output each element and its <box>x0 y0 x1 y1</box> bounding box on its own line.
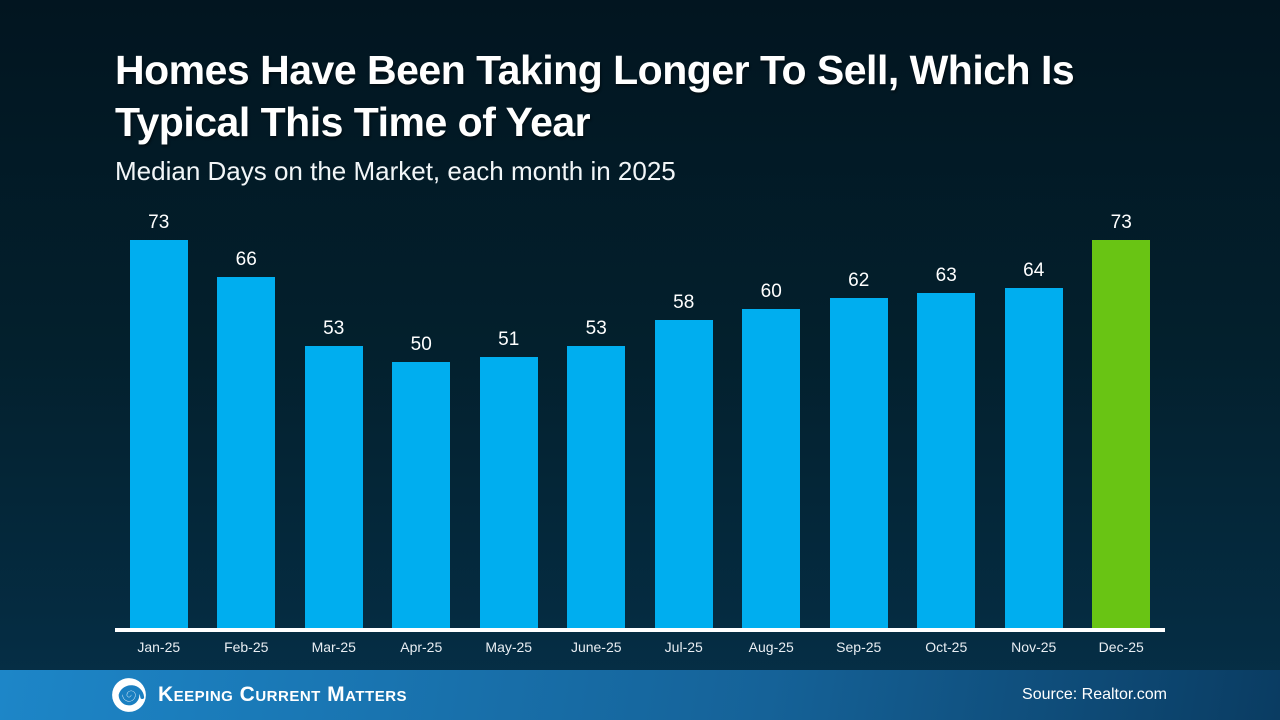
bar-column: 64 <box>990 260 1078 628</box>
x-axis-label: Jul-25 <box>664 639 703 655</box>
bar-chart: 73 66 53 50 51 53 58 60 62 63 64 73 <box>115 198 1165 628</box>
x-axis-line <box>115 628 1165 632</box>
bar <box>217 277 276 628</box>
bar <box>567 346 626 628</box>
bar-column: 53 <box>553 318 641 628</box>
x-axis-label: Dec-25 <box>1098 639 1144 655</box>
slide-subtitle: Median Days on the Market, each month in… <box>115 156 676 186</box>
bar-value-label: 58 <box>673 292 695 313</box>
bar-value-label: 64 <box>1023 260 1045 281</box>
bar-column: 53 <box>290 318 378 628</box>
bar-value-label: 53 <box>323 318 345 339</box>
bar-value-label: 51 <box>498 329 520 350</box>
x-axis-label: Feb-25 <box>224 639 269 655</box>
bar-value-label: 63 <box>935 265 957 286</box>
title-line-1: Homes Have Been Taking Longer To Sell, W… <box>115 47 1075 93</box>
x-axis-label: Mar-25 <box>311 639 356 655</box>
x-axis-label: Oct-25 <box>925 639 968 655</box>
bar <box>742 309 801 628</box>
bar-column: 73 <box>115 212 203 628</box>
bar <box>479 357 538 628</box>
bar <box>1092 240 1151 628</box>
kcm-swirl-icon <box>110 676 148 714</box>
title-line-2: Typical This Time of Year <box>115 99 591 145</box>
bar-column: 50 <box>378 334 466 628</box>
bar-column: 60 <box>728 281 816 628</box>
bar <box>654 320 713 628</box>
bar <box>1004 288 1063 628</box>
x-axis-label: Sep-25 <box>836 639 882 655</box>
bar-value-label: 62 <box>848 270 870 291</box>
kcm-logo-text: Keeping Current Matters <box>158 683 408 706</box>
source-credit: Source: Realtor.com <box>1022 686 1167 703</box>
bar-value-label: 53 <box>585 318 607 339</box>
bar-column: 63 <box>903 265 991 628</box>
bar <box>392 362 451 628</box>
bar-value-label: 73 <box>148 212 170 233</box>
bar-value-label: 66 <box>235 249 257 270</box>
slide-title: Homes Have Been Taking Longer To Sell, W… <box>115 44 1075 148</box>
x-axis-label: June-25 <box>570 639 622 655</box>
kcm-logo: Keeping Current Matters <box>110 676 407 714</box>
bar-column: 73 <box>1078 212 1166 628</box>
x-axis-label: May-25 <box>485 639 533 655</box>
bar-column: 51 <box>465 329 553 628</box>
bar-column: 58 <box>640 292 728 628</box>
bar-value-label: 73 <box>1110 212 1132 233</box>
bar-column: 66 <box>203 249 291 628</box>
bar-value-label: 60 <box>760 281 782 302</box>
x-axis-label: Aug-25 <box>748 639 794 655</box>
x-axis-label: Jan-25 <box>137 639 181 655</box>
bar <box>129 240 188 628</box>
footer-bar: Keeping Current Matters Source: Realtor.… <box>0 670 1280 720</box>
x-axis-label: Nov-25 <box>1011 639 1057 655</box>
bar <box>304 346 363 628</box>
bar <box>917 293 976 628</box>
bar-column: 62 <box>815 270 903 628</box>
x-axis-label: Apr-25 <box>400 639 443 655</box>
bar-value-label: 50 <box>410 334 432 355</box>
bar <box>829 298 888 628</box>
x-axis-labels: Jan-25 Feb-25 Mar-25 Apr-25 May-25 June-25 Jul… <box>115 639 1165 655</box>
